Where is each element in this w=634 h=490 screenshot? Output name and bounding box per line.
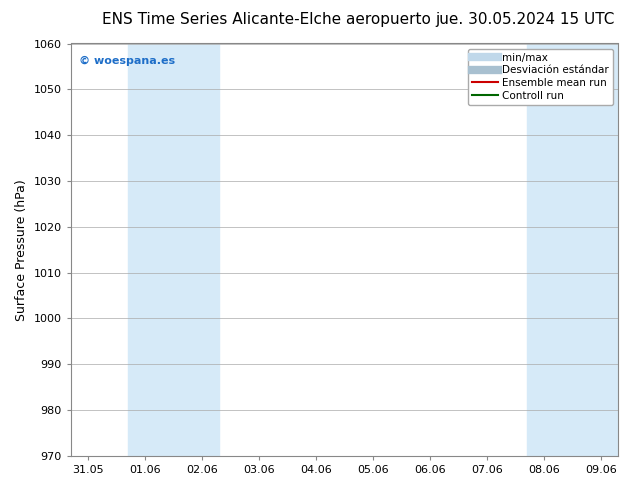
Bar: [527, 44, 619, 456]
Bar: [128, 44, 219, 456]
Text: ENS Time Series Alicante-Elche aeropuerto: ENS Time Series Alicante-Elche aeropuert…: [102, 12, 430, 27]
Text: © woespana.es: © woespana.es: [79, 56, 175, 66]
Text: jue. 30.05.2024 15 UTC: jue. 30.05.2024 15 UTC: [436, 12, 615, 27]
Legend: min/max, Desviación estándar, Ensemble mean run, Controll run: min/max, Desviación estándar, Ensemble m…: [468, 49, 613, 105]
Y-axis label: Surface Pressure (hPa): Surface Pressure (hPa): [15, 179, 28, 320]
